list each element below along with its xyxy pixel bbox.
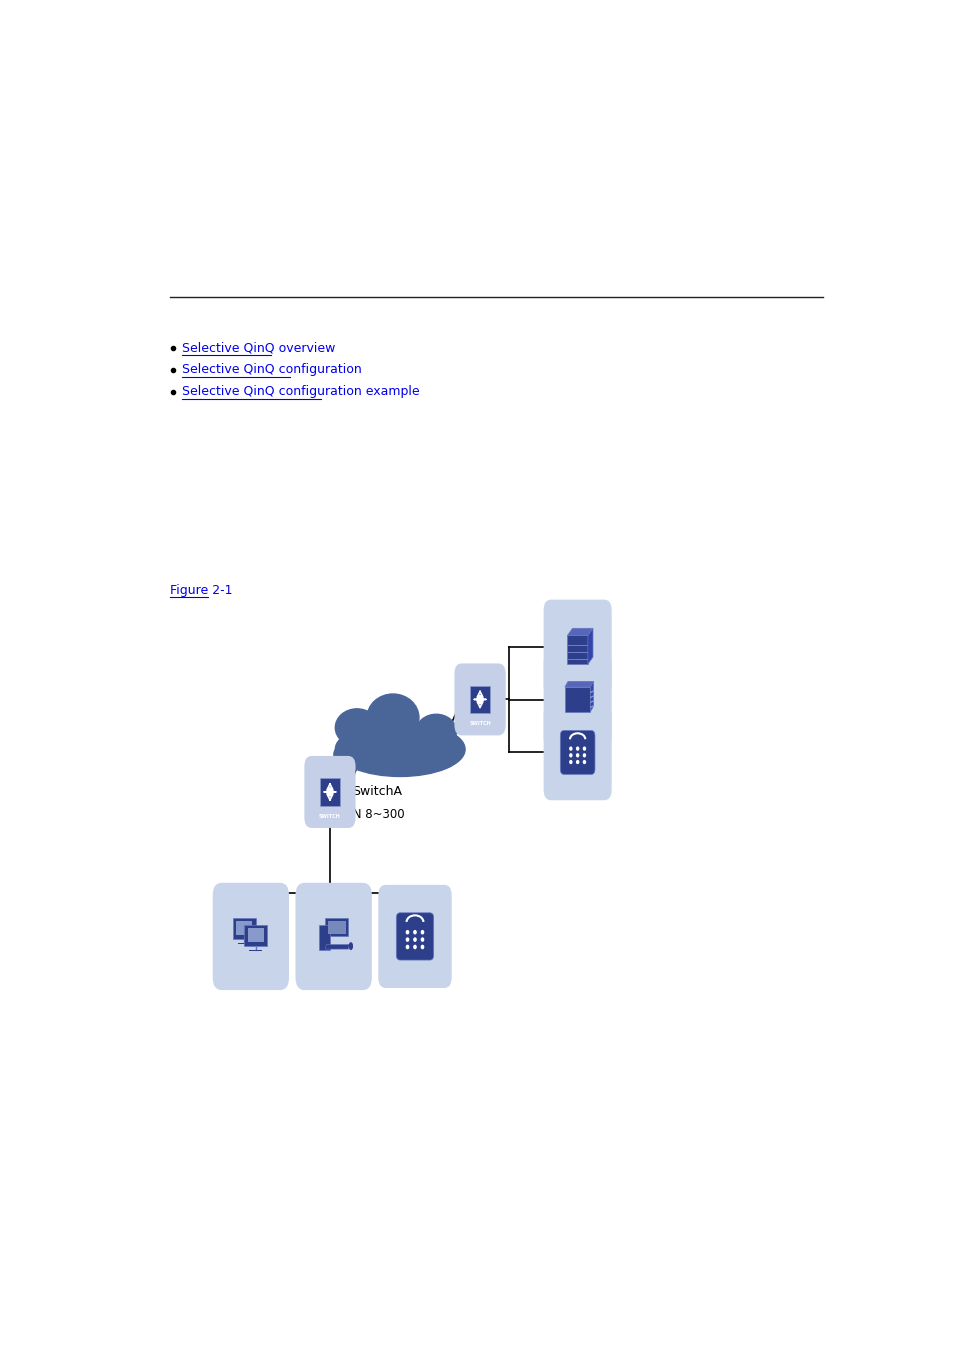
Circle shape: [569, 747, 571, 751]
Polygon shape: [325, 945, 349, 949]
Circle shape: [421, 945, 423, 949]
Ellipse shape: [334, 744, 365, 765]
Circle shape: [414, 945, 416, 949]
Polygon shape: [564, 687, 590, 711]
Polygon shape: [325, 918, 348, 937]
Circle shape: [476, 695, 482, 703]
Polygon shape: [235, 922, 253, 936]
Ellipse shape: [367, 694, 418, 741]
Bar: [249, 949, 262, 952]
Ellipse shape: [427, 744, 458, 765]
Polygon shape: [567, 636, 587, 664]
Polygon shape: [248, 929, 264, 942]
Circle shape: [406, 938, 408, 941]
Circle shape: [576, 760, 578, 764]
Polygon shape: [233, 918, 255, 938]
Circle shape: [406, 930, 408, 934]
Text: SwitchA: SwitchA: [352, 786, 402, 798]
Circle shape: [569, 760, 571, 764]
FancyBboxPatch shape: [378, 884, 451, 988]
Polygon shape: [587, 628, 593, 664]
Polygon shape: [318, 925, 330, 950]
FancyBboxPatch shape: [543, 705, 611, 801]
Bar: [237, 942, 251, 945]
Circle shape: [583, 747, 585, 751]
Circle shape: [414, 930, 416, 934]
Text: Selective QinQ overview: Selective QinQ overview: [182, 342, 335, 355]
Text: VLAN 8~300: VLAN 8~300: [330, 809, 404, 821]
Text: SWITCH: SWITCH: [469, 721, 491, 726]
Polygon shape: [567, 628, 593, 636]
Polygon shape: [590, 682, 593, 711]
FancyBboxPatch shape: [295, 883, 372, 990]
FancyBboxPatch shape: [454, 663, 505, 736]
Polygon shape: [564, 682, 593, 687]
FancyBboxPatch shape: [559, 730, 595, 775]
Circle shape: [327, 788, 333, 796]
Circle shape: [583, 753, 585, 757]
Circle shape: [421, 938, 423, 941]
FancyBboxPatch shape: [543, 599, 611, 695]
Circle shape: [576, 747, 578, 751]
Circle shape: [421, 930, 423, 934]
FancyBboxPatch shape: [543, 652, 611, 748]
FancyBboxPatch shape: [213, 883, 289, 990]
Ellipse shape: [335, 722, 465, 776]
Polygon shape: [244, 925, 267, 945]
FancyBboxPatch shape: [304, 756, 355, 828]
Ellipse shape: [416, 714, 456, 749]
Circle shape: [576, 753, 578, 757]
Text: Selective QinQ configuration example: Selective QinQ configuration example: [182, 385, 419, 398]
Ellipse shape: [349, 942, 352, 949]
Polygon shape: [328, 921, 346, 934]
Circle shape: [406, 945, 408, 949]
Text: Selective QinQ configuration: Selective QinQ configuration: [182, 363, 361, 377]
FancyBboxPatch shape: [395, 913, 434, 960]
Text: Figure 2-1: Figure 2-1: [170, 583, 232, 597]
Circle shape: [414, 938, 416, 941]
Text: SWITCH: SWITCH: [318, 814, 340, 818]
Circle shape: [583, 760, 585, 764]
Ellipse shape: [335, 709, 378, 747]
Circle shape: [569, 753, 571, 757]
